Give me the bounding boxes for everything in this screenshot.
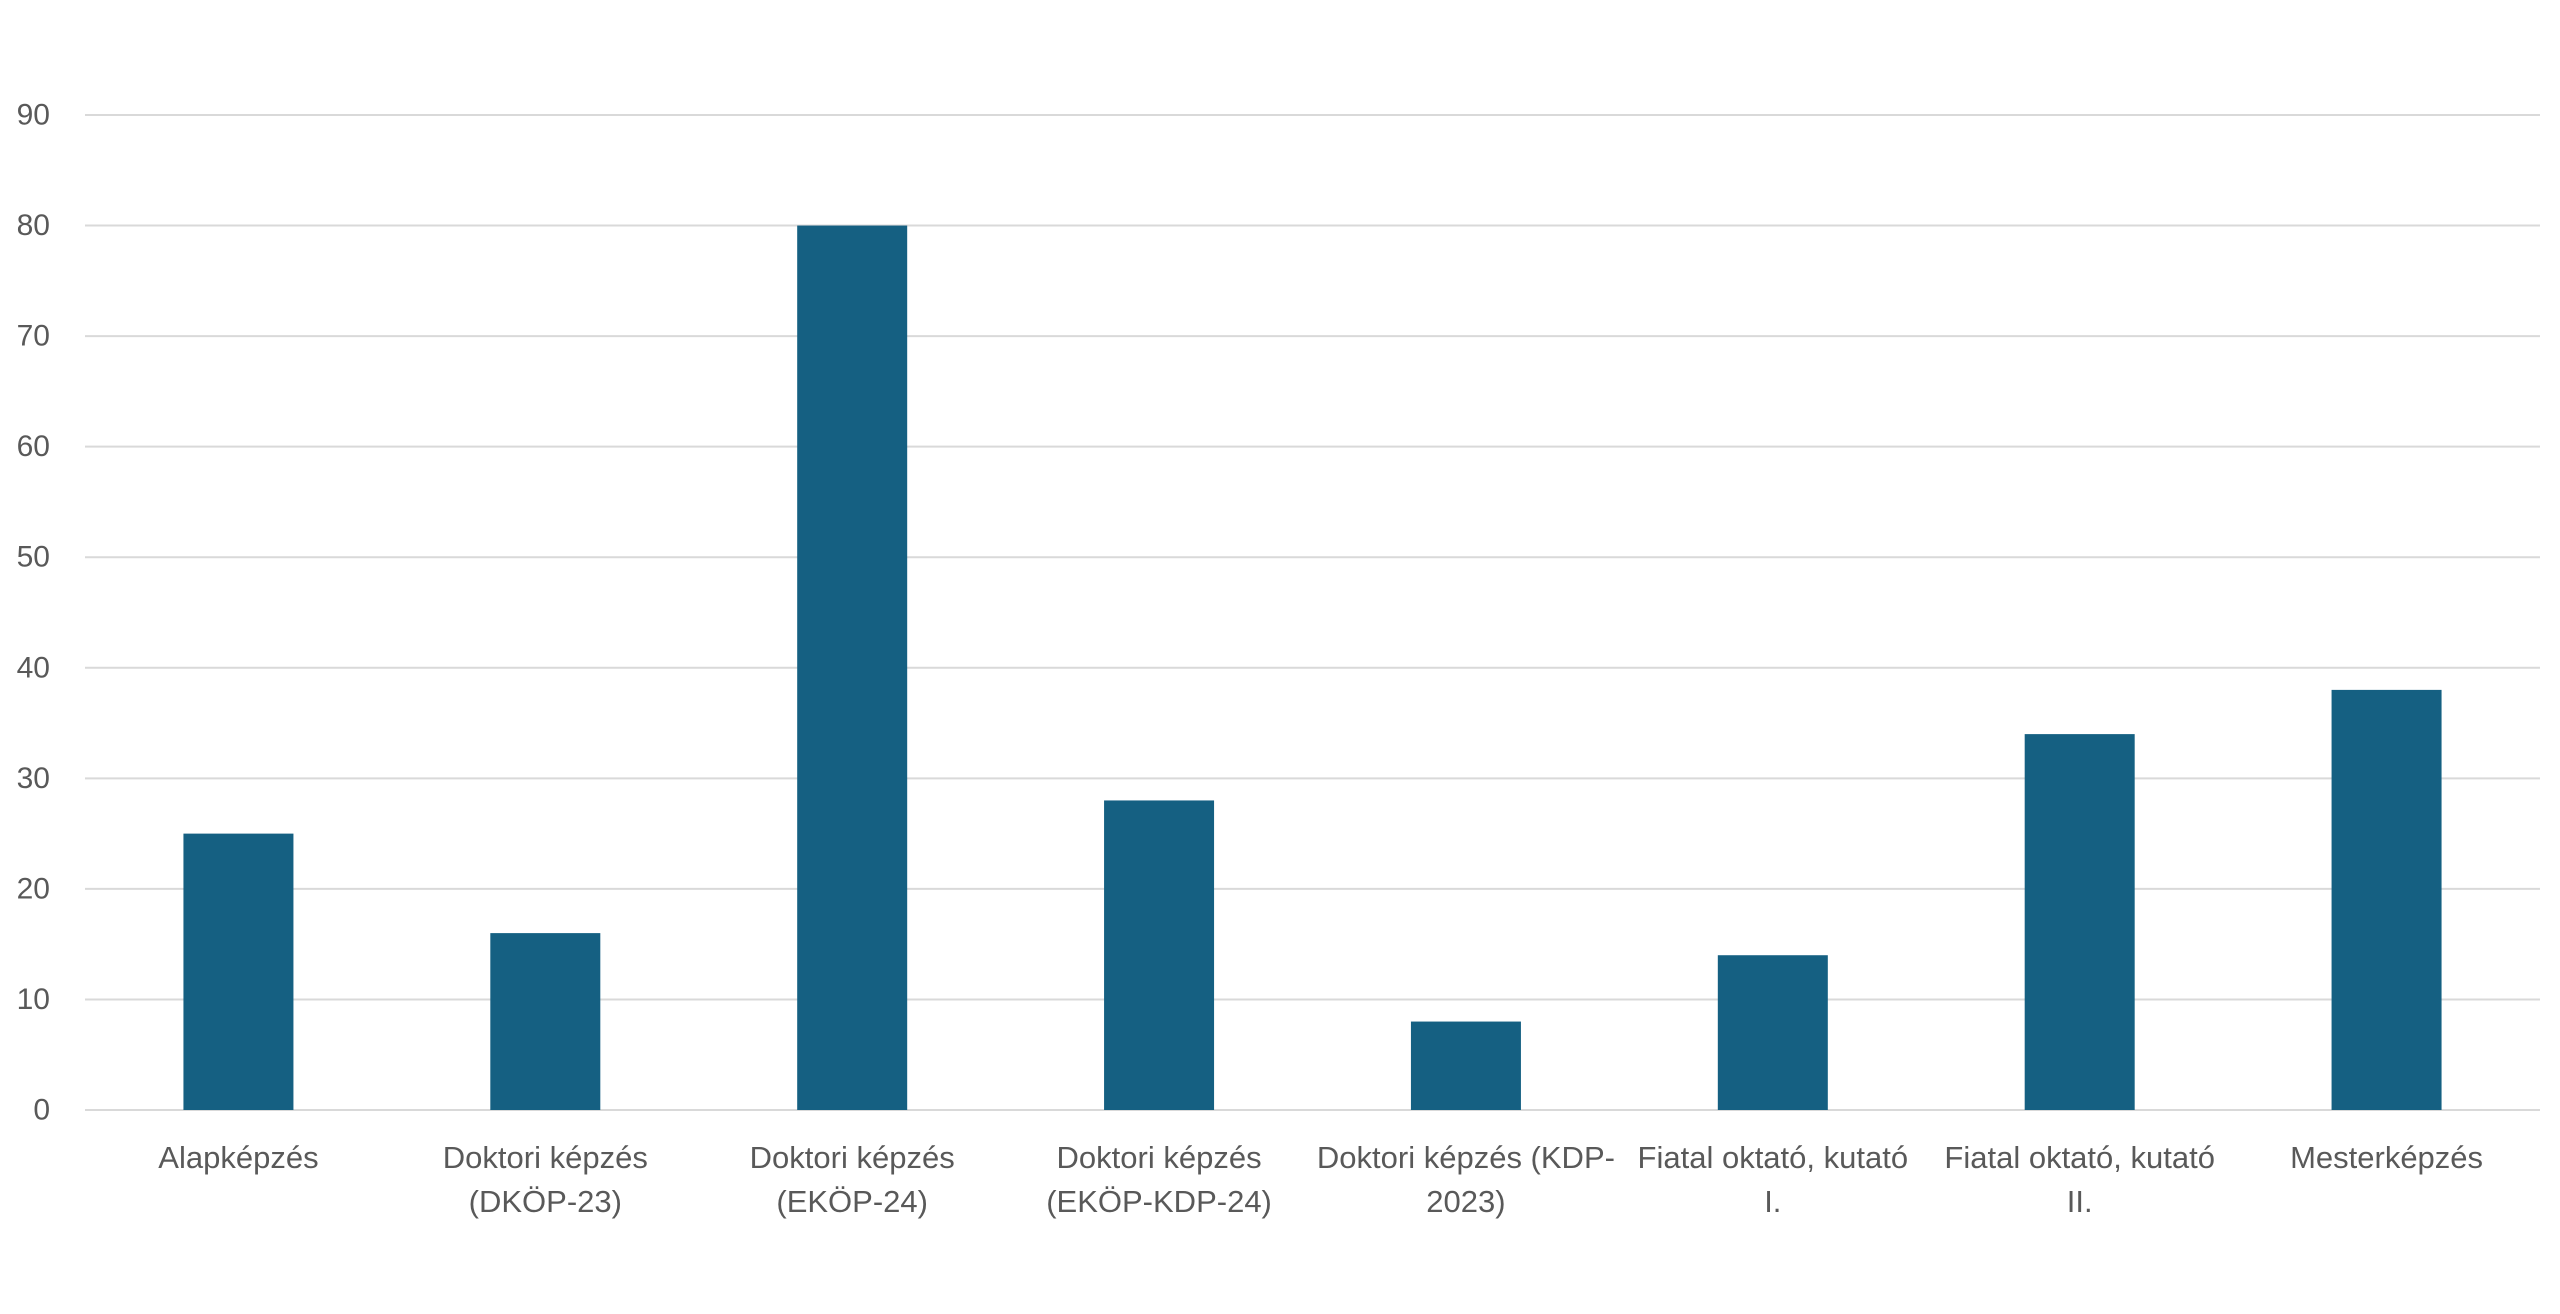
bar-6 xyxy=(1717,955,1828,1110)
y-tick-label-80: 80 xyxy=(17,209,50,242)
bar-3 xyxy=(797,225,908,1111)
x-axis-tick-labels: Alapképzés Doktori képzés (DKÖP-23) Doktori… xyxy=(158,1140,2483,1219)
y-tick-label-20: 20 xyxy=(17,872,50,905)
bar-2 xyxy=(490,933,601,1110)
bar-4 xyxy=(1104,800,1215,1110)
x-tick-label-8: Mesterképzés xyxy=(2290,1140,2483,1175)
x-tick-label-4: Doktori képzés (EKÖP-KDP-24) xyxy=(1046,1140,1272,1219)
gridlines xyxy=(85,114,2540,1111)
bar-1 xyxy=(183,833,294,1110)
y-tick-label-0: 0 xyxy=(33,1094,50,1127)
x-tick-label-5: Doktori képzés (KDP-2023) xyxy=(1317,1140,1615,1219)
bar-8 xyxy=(2331,689,2442,1110)
bar-5 xyxy=(1410,1021,1521,1110)
y-tick-label-40: 40 xyxy=(17,651,50,684)
y-tick-label-70: 70 xyxy=(17,320,50,353)
y-tick-label-60: 60 xyxy=(17,430,50,463)
x-tick-label-1: Alapképzés xyxy=(158,1140,318,1175)
bar-7 xyxy=(2024,734,2135,1110)
y-tick-label-30: 30 xyxy=(17,762,50,795)
y-tick-label-90: 90 xyxy=(17,99,50,132)
x-tick-label-6: Fiatal oktató, kutató I. xyxy=(1638,1140,1909,1219)
x-tick-label-3: Doktori képzés (EKÖP-24) xyxy=(750,1140,955,1219)
x-tick-label-2: Doktori képzés (DKÖP-23) xyxy=(443,1140,648,1219)
y-axis-tick-labels: 0 10 20 30 40 50 60 70 80 90 xyxy=(17,99,50,1127)
y-tick-label-50: 50 xyxy=(17,541,50,574)
x-tick-label-7: Fiatal oktató, kutató II. xyxy=(1944,1140,2215,1219)
bars xyxy=(183,225,2442,1111)
y-tick-label-10: 10 xyxy=(17,983,50,1016)
